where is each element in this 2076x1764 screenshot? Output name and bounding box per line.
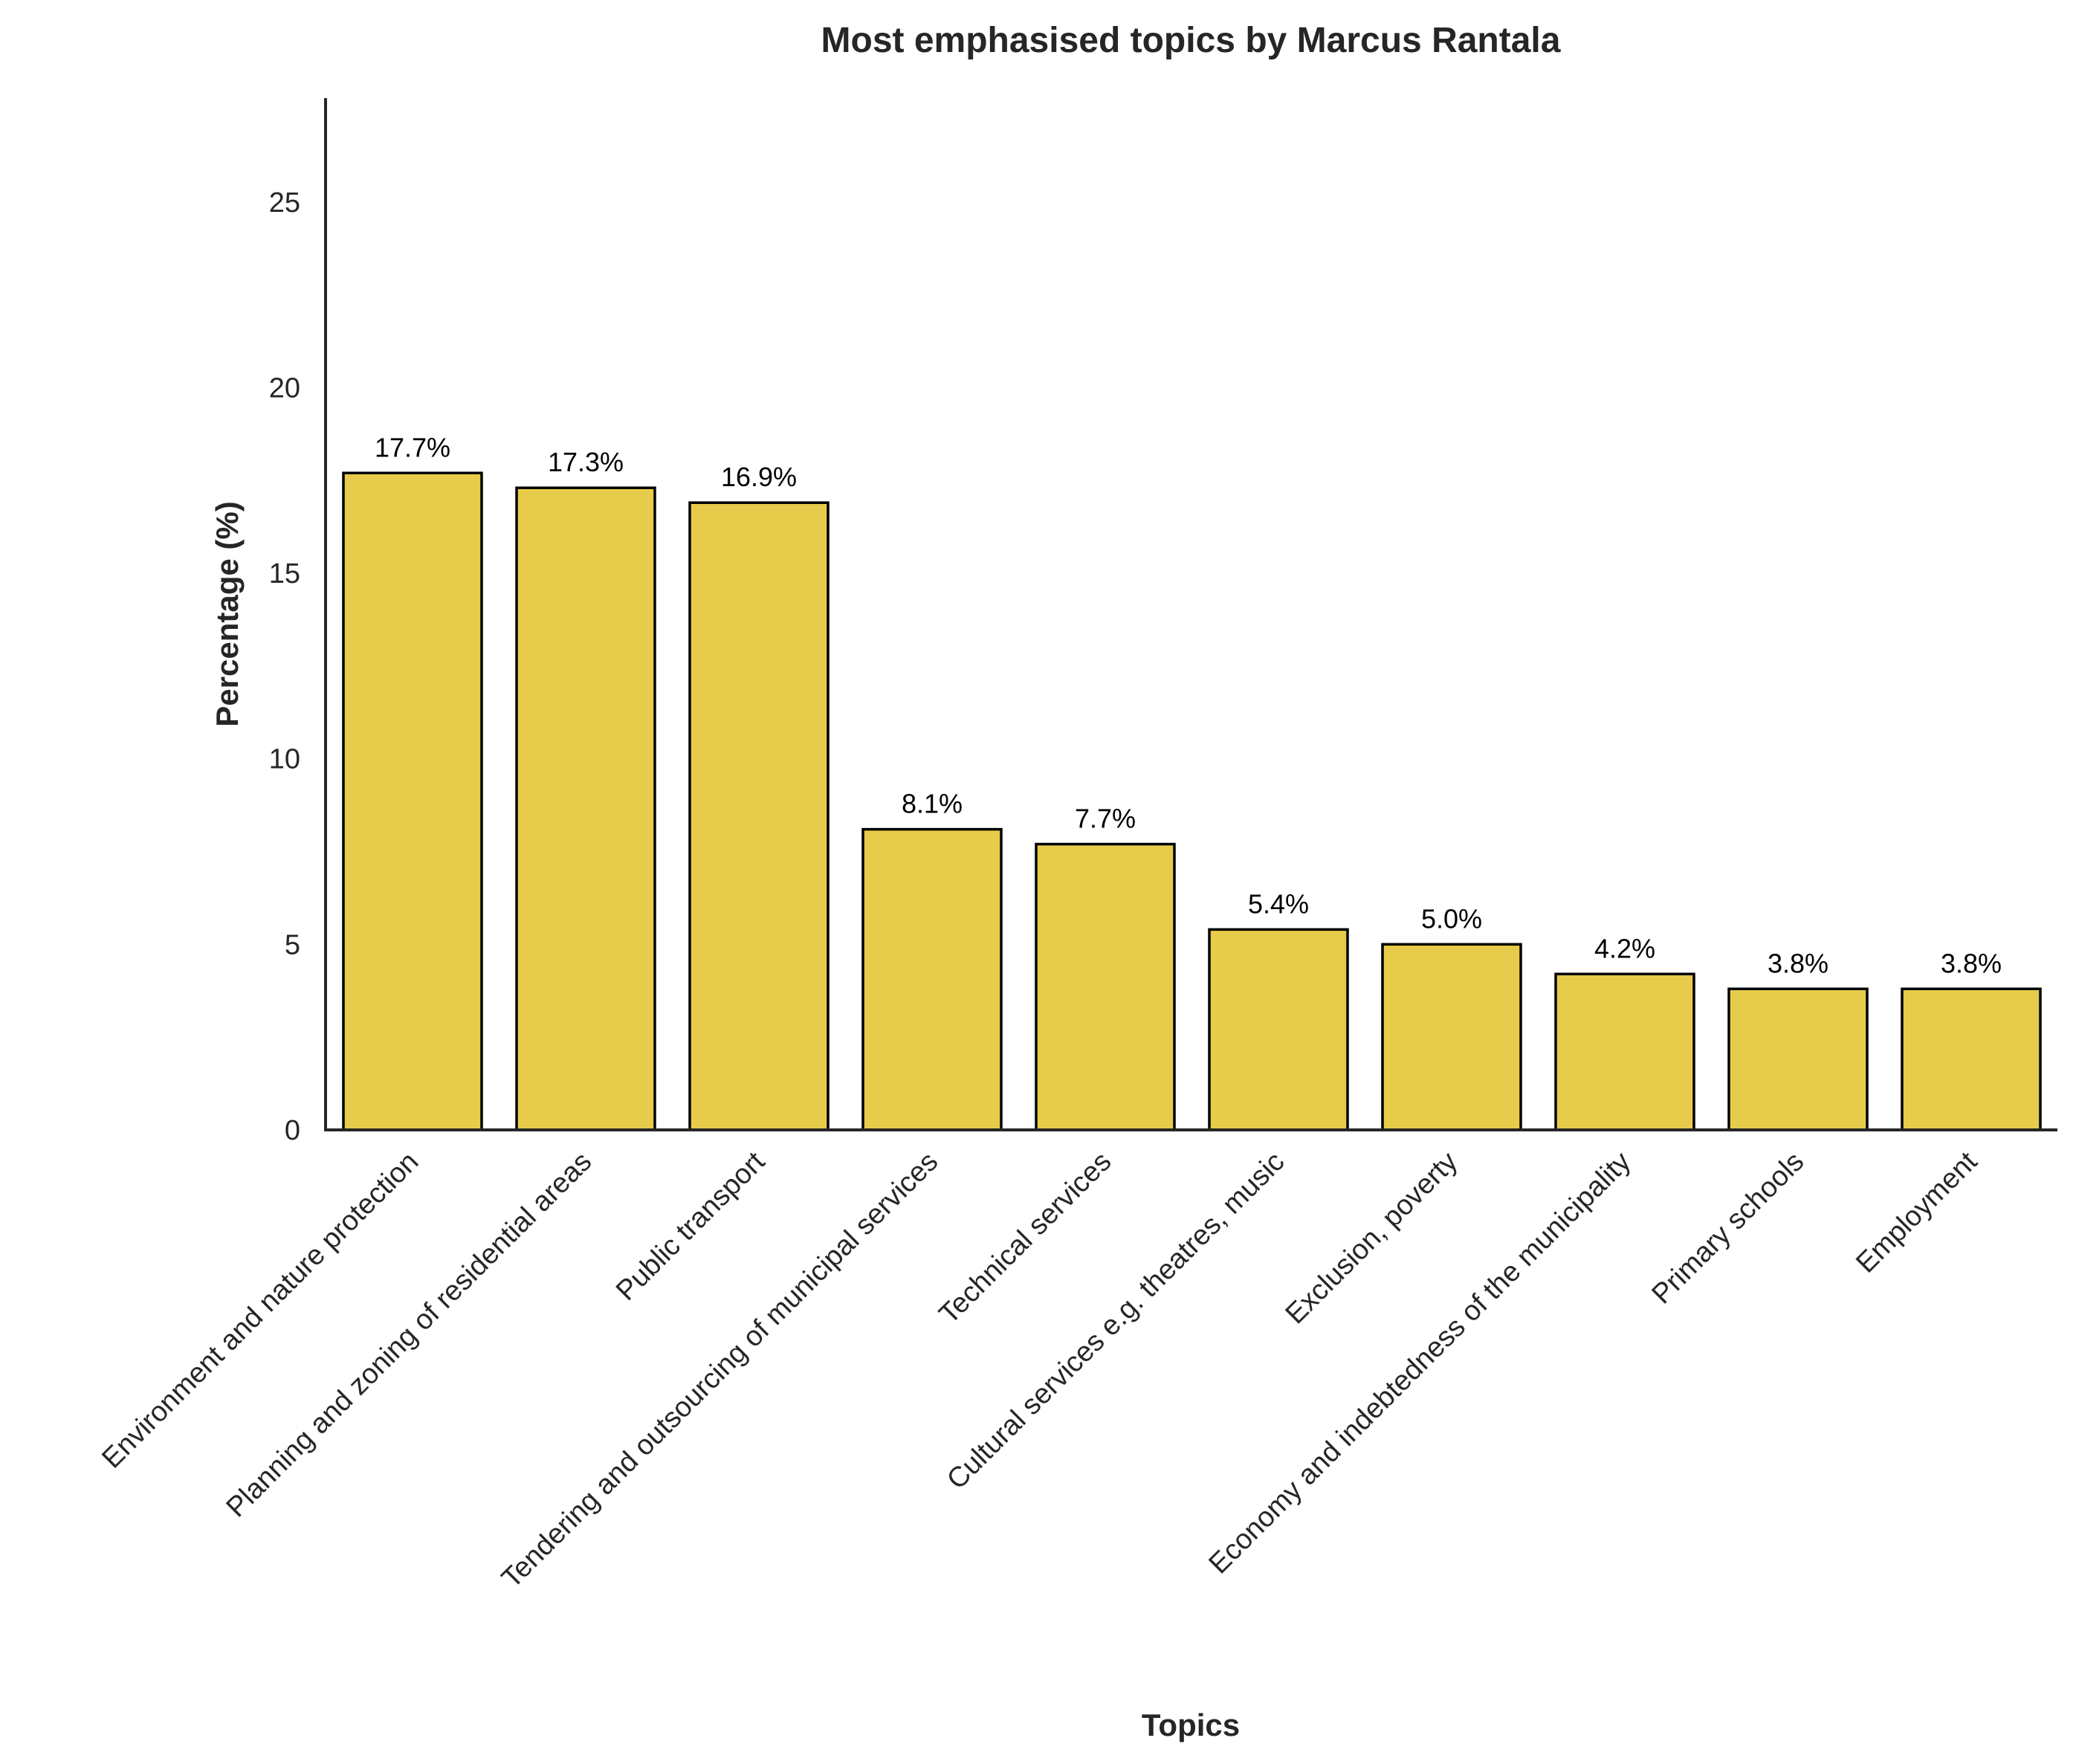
data-label: 16.9% [721, 462, 797, 492]
x-tick-label: Exclusion, poverty [1280, 1146, 1464, 1331]
bar [1208, 928, 1349, 1131]
x-tick-label: Public transport [610, 1146, 772, 1307]
bar [1035, 842, 1176, 1131]
x-tick-label: Primary schools [1646, 1146, 1811, 1311]
data-label: 17.7% [375, 432, 450, 462]
y-tick-label: 0 [285, 1115, 300, 1146]
data-labels-group: 17.7% 17.3% 16.9% 8.1% 7.7% 5.4% 5.0% 4.2% 3.8% 3… [375, 432, 2002, 978]
data-label: 3.8% [1768, 948, 1828, 978]
data-label: 5.4% [1248, 888, 1309, 919]
bar [1554, 972, 1695, 1131]
data-label: 17.3% [548, 447, 624, 477]
bar [688, 501, 830, 1131]
bar [1727, 987, 1869, 1131]
data-label: 7.7% [1075, 804, 1136, 834]
x-tick-label: Planning and zoning of residential areas [221, 1146, 598, 1524]
x-tick-label: Environment and nature protection [96, 1146, 424, 1475]
y-tick-label: 25 [269, 187, 300, 219]
y-tick-label: 20 [269, 372, 300, 404]
bars-group [342, 471, 2042, 1131]
y-tick-label: 5 [285, 929, 300, 960]
bar [342, 471, 483, 1131]
bar [1381, 943, 1522, 1131]
bar [861, 827, 1003, 1131]
y-axis-title: Percentage (%) [210, 501, 245, 726]
x-axis-title: Topics [1142, 1708, 1240, 1742]
data-label: 3.8% [1941, 948, 2002, 978]
x-tick-label: Employment [1850, 1146, 1983, 1279]
x-axis-ticks: Environment and nature protectionPlannin… [96, 1146, 1983, 1595]
y-tick-label: 15 [269, 558, 300, 589]
data-label: 8.1% [902, 789, 963, 819]
bar [515, 486, 656, 1131]
data-label: 5.0% [1421, 903, 1482, 934]
x-tick-label: Technical services [934, 1146, 1118, 1331]
y-tick-label: 10 [269, 744, 300, 775]
bar [1901, 987, 2042, 1131]
y-axis-ticks: 0 5 10 15 20 25 [269, 187, 300, 1146]
x-tick-label: Cultural services e.g. theatres, music [941, 1146, 1290, 1496]
chart-title: Most emphasised topics by Marcus Rantala [821, 21, 1561, 60]
data-label: 4.2% [1594, 933, 1655, 963]
